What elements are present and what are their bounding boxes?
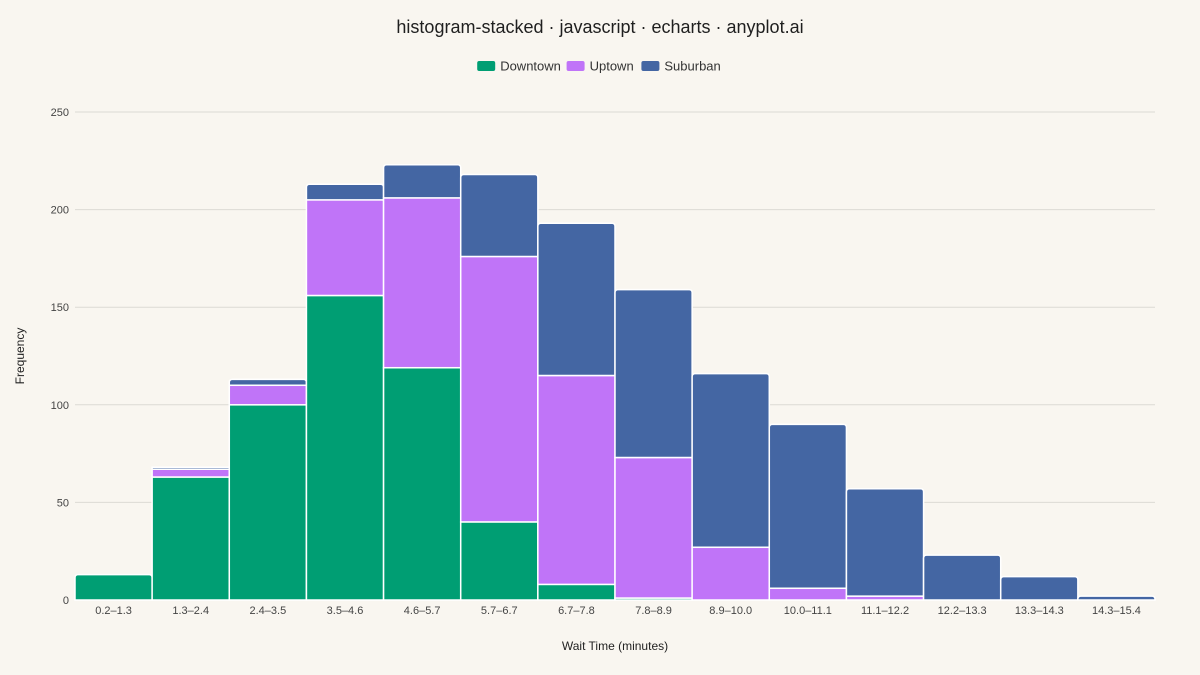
bar-segment-suburban[interactable]	[228, 378, 308, 387]
bar-segment-uptown[interactable]	[691, 546, 771, 601]
x-tick-label: 7.8–8.9	[635, 605, 672, 617]
y-tick-label: 100	[51, 400, 69, 412]
x-tick-label: 2.4–3.5	[250, 605, 287, 617]
bar-segment-downtown[interactable]	[537, 583, 616, 601]
legend-item-suburban[interactable]: Suburban	[641, 59, 721, 74]
bar-segment-suburban[interactable]	[768, 423, 848, 590]
legend-swatch	[477, 61, 496, 71]
bar-segment-suburban[interactable]	[614, 288, 693, 459]
x-tick-label: 12.2–13.3	[938, 605, 987, 617]
bar-segment-downtown[interactable]	[459, 521, 539, 601]
bar-segment-suburban[interactable]	[845, 487, 925, 597]
bar-segment-suburban[interactable]	[999, 575, 1079, 601]
legend-label: Suburban	[664, 59, 720, 74]
x-tick-label: 3.5–4.6	[327, 605, 364, 617]
x-tick-label: 4.6–5.7	[404, 605, 441, 617]
bar-segment-downtown[interactable]	[74, 573, 153, 601]
bar-segment-uptown[interactable]	[151, 468, 231, 478]
bar-segment-uptown[interactable]	[459, 255, 539, 523]
chart-title: histogram-stacked · javascript · echarts…	[396, 17, 803, 37]
y-tick-label: 250	[51, 107, 69, 119]
bar-segment-suburban[interactable]	[151, 466, 231, 470]
y-tick-label: 200	[51, 205, 69, 217]
x-tick-label: 13.3–14.3	[1015, 605, 1064, 617]
bar-segment-suburban[interactable]	[382, 163, 462, 199]
bar-segment-uptown[interactable]	[305, 199, 385, 297]
x-tick-label: 6.7–7.8	[558, 605, 595, 617]
bar-segment-downtown[interactable]	[151, 476, 231, 601]
x-tick-label: 1.3–2.4	[172, 605, 209, 617]
bar-segment-downtown[interactable]	[305, 294, 385, 601]
bar-segment-uptown[interactable]	[614, 456, 693, 599]
x-tick-label: 11.1–12.2	[861, 605, 909, 617]
x-tick-label: 14.3–15.4	[1092, 605, 1141, 617]
legend-label: Downtown	[500, 59, 561, 74]
bar-segment-suburban[interactable]	[537, 222, 616, 377]
x-tick-label: 8.9–10.0	[709, 605, 752, 617]
legend-item-uptown[interactable]: Uptown	[566, 59, 634, 74]
y-axis-title: Frequency	[13, 328, 27, 385]
legend-swatch	[641, 61, 660, 71]
legend-label: Uptown	[590, 59, 634, 74]
x-tick-label: 0.2–1.3	[95, 605, 132, 617]
x-tick-label: 10.0–11.1	[784, 605, 832, 617]
x-axis-ticks: 0.2–1.3 1.3–2.4 2.4–3.5 3.5–4.6 4.6–5.7 5.7–6…	[95, 605, 1141, 617]
y-tick-label: 0	[63, 595, 69, 607]
bar-segment-uptown[interactable]	[382, 197, 462, 369]
x-tick-label: 5.7–6.7	[481, 605, 518, 617]
bars	[74, 163, 1156, 601]
bar-segment-uptown[interactable]	[768, 587, 848, 601]
x-axis-title: Wait Time (minutes)	[562, 639, 668, 653]
bar-segment-downtown[interactable]	[228, 404, 308, 601]
bar-segment-suburban[interactable]	[691, 372, 771, 549]
y-tick-label: 50	[57, 497, 69, 509]
bar-segment-suburban[interactable]	[459, 173, 539, 258]
y-tick-label: 150	[51, 302, 69, 314]
bar-segment-suburban[interactable]	[1077, 595, 1156, 601]
y-axis-ticks: 0 50 100 150 200 250	[51, 107, 69, 607]
bar-segment-suburban[interactable]	[922, 554, 1002, 601]
bar-segment-suburban[interactable]	[305, 183, 385, 201]
bar-segment-uptown[interactable]	[537, 374, 616, 586]
legend-item-downtown[interactable]: Downtown	[477, 59, 561, 74]
bar-segment-uptown[interactable]	[228, 384, 308, 406]
legend-swatch	[566, 61, 585, 71]
legend[interactable]: Downtown Uptown Suburban	[477, 59, 721, 74]
bar-segment-downtown[interactable]	[382, 366, 462, 601]
